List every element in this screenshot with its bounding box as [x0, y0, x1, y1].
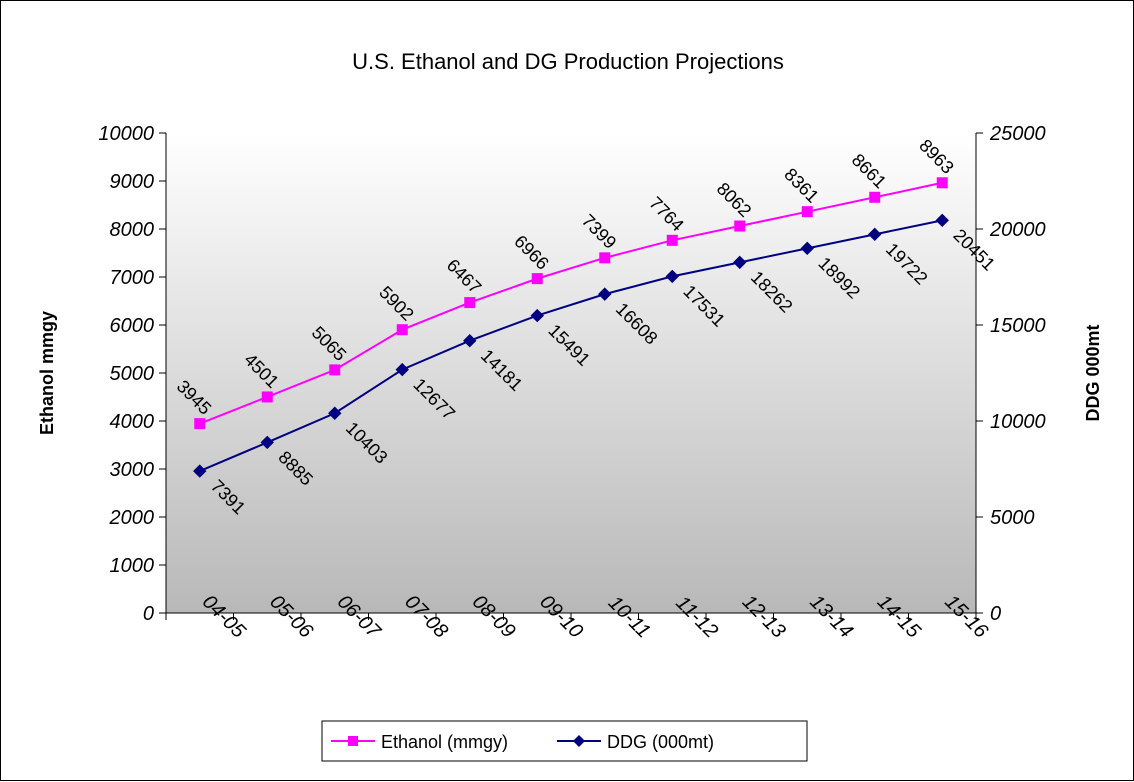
- data-point-ddg: [260, 435, 274, 450]
- data-point-ddg: [530, 308, 544, 323]
- data-point-ddg: [193, 464, 207, 478]
- data-point-ethanol: [666, 234, 678, 246]
- y-tick-label: 4000: [110, 411, 155, 433]
- y-axis-title: Ethanol mmgy: [37, 311, 57, 435]
- y-tick-label: 9000: [110, 171, 155, 193]
- y2-tick-label: 10000: [990, 411, 1046, 433]
- y2-tick-label: 25000: [989, 123, 1046, 145]
- y-tick-label: 3000: [110, 459, 155, 481]
- legend-marker-ddg: [573, 735, 585, 747]
- data-point-ethanol: [464, 297, 476, 309]
- series-line-ethanol: [199, 181, 943, 425]
- data-point-ethanol: [936, 177, 948, 189]
- data-point-ethanol: [261, 391, 273, 403]
- y-tick-label: 7000: [110, 267, 155, 289]
- y2-tick-label: 0: [990, 603, 1001, 625]
- data-point-ethanol: [531, 273, 543, 285]
- data-point-ethanol: [734, 220, 746, 232]
- data-point-ddg: [463, 334, 477, 348]
- y-tick-label: 5000: [110, 363, 155, 385]
- data-point-ethanol: [801, 206, 813, 218]
- y-tick-label: 6000: [110, 315, 155, 337]
- y-tick-label: 10000: [98, 123, 154, 145]
- axes: [159, 132, 983, 620]
- series-line-ddg: [199, 219, 943, 473]
- legend-marker-ethanol: [348, 736, 358, 746]
- y2-tick-label: 15000: [990, 315, 1046, 337]
- series-layer: [193, 177, 949, 478]
- plot-area: [166, 133, 976, 613]
- data-point-ddg: [665, 269, 679, 284]
- y-tick-label: 8000: [110, 219, 155, 241]
- legend: Ethanol (mmgy) DDG (000mt): [321, 720, 808, 762]
- chart-title: U.S. Ethanol and DG Production Projectio…: [352, 49, 784, 74]
- data-point-ethanol: [869, 191, 881, 203]
- data-point-ddg: [733, 255, 747, 270]
- y-tick-label: 1000: [110, 555, 155, 577]
- data-point-ethanol: [599, 252, 611, 264]
- y2-axis-title: DDG 000mt: [1083, 324, 1103, 421]
- legend-label-ethanol: Ethanol (mmgy): [381, 732, 508, 752]
- data-point-ddg: [868, 227, 882, 242]
- legend-label-ddg: DDG (000mt): [607, 732, 714, 752]
- data-point-ddg: [395, 362, 409, 377]
- y-tick-label: 2000: [109, 507, 155, 529]
- data-point-ddg: [598, 287, 612, 301]
- data-point-ethanol: [329, 364, 341, 376]
- data-point-ethanol: [194, 418, 206, 430]
- y2-tick-label: 5000: [990, 507, 1035, 529]
- y2-tick-label: 20000: [989, 219, 1046, 241]
- y-tick-label: 0: [143, 603, 154, 625]
- data-point-ddg: [800, 241, 814, 256]
- data-point-ddg: [328, 406, 342, 420]
- data-point-ethanol: [396, 324, 408, 336]
- data-point-ddg: [935, 213, 949, 228]
